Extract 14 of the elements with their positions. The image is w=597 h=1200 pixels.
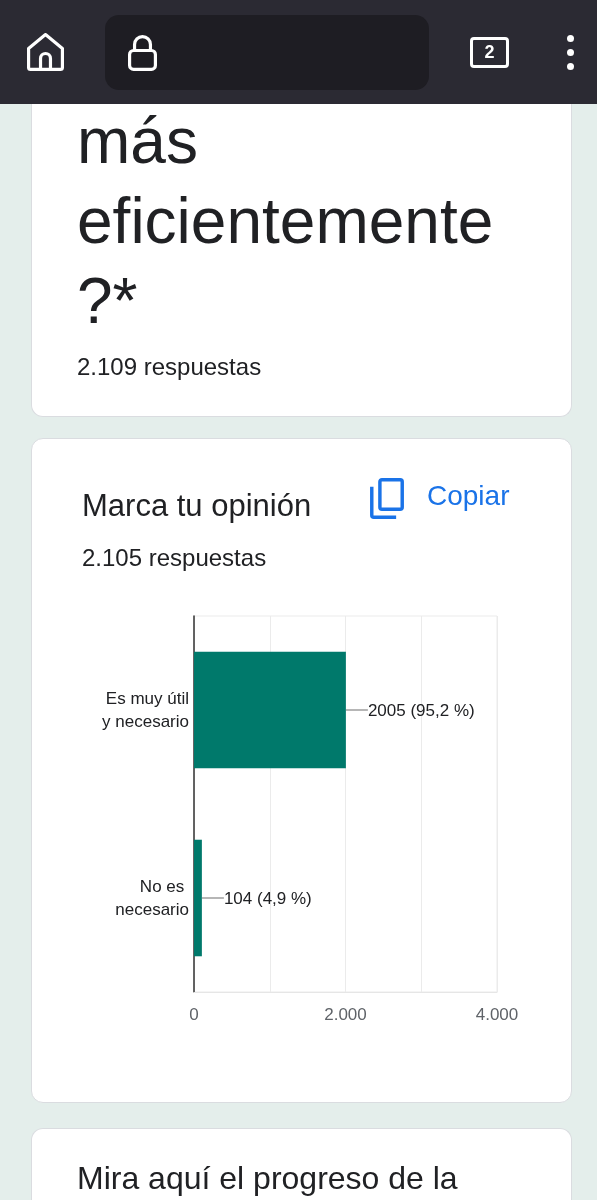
data-label: 2005 (95,2 %): [367, 700, 475, 720]
chart-subtitle: 2.105 respuestas: [82, 543, 267, 571]
y-tick-label: Es muy útil y necesario: [97, 689, 189, 731]
chart-title: Marca tu opinión: [82, 488, 312, 523]
x-tick-label: 2.000: [324, 1005, 367, 1024]
text: Copiar: [427, 480, 510, 512]
x-tick-label: 0: [189, 1005, 199, 1024]
data-label: 104 (4,9 %): [223, 888, 312, 908]
text: más eficientemente ?*: [77, 104, 495, 339]
tabs-icon: 2: [470, 37, 509, 68]
text: 2.109 respuestas: [77, 353, 262, 381]
y-tick-label: No es necesario: [115, 877, 189, 919]
x-tick-label: 4.000: [475, 1005, 519, 1024]
text: Mira aquí el progreso de la: [77, 1160, 458, 1197]
